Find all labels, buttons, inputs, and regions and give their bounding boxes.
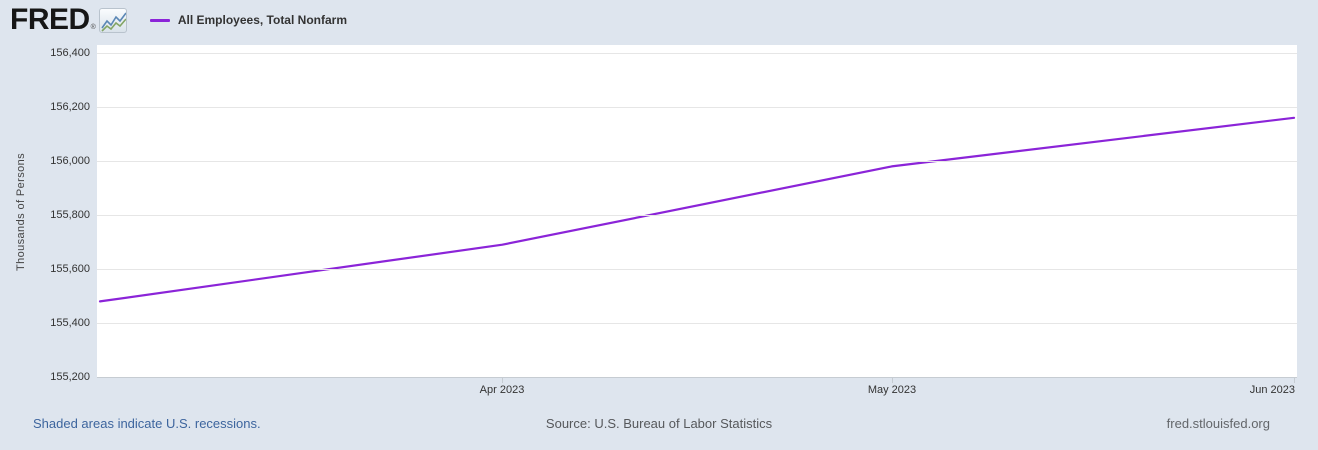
y-axis-tick-label: 155,400 [50,317,90,329]
fred-logo-chart-icon [98,7,127,33]
h-gridline [97,107,1297,108]
y-axis-tick-label: 155,200 [50,371,90,383]
x-axis-tick [502,377,503,383]
legend-line-marker [149,18,170,22]
fred-logo-text: FRED [10,3,90,36]
h-gridline [97,161,1297,162]
fred-site-link[interactable]: fred.stlouisfed.org [1166,416,1270,431]
y-axis-tick-label: 155,800 [50,209,90,221]
registered-trademark-symbol: ® [90,24,96,31]
y-axis-tick-label: 156,000 [50,155,90,167]
legend-series-label: All Employees, Total Nonfarm [177,13,347,27]
x-axis-line [97,377,1297,378]
chart-header: FRED ® All Employees, Total Nonfarm [0,0,1318,40]
plot-area[interactable] [97,45,1297,377]
series-line [98,116,1296,303]
recession-note-link[interactable]: Shaded areas indicate U.S. recessions. [33,416,261,431]
x-axis-tick [892,377,893,383]
fred-logo[interactable]: FRED ® [10,5,127,35]
x-axis-tick-label: Apr 2023 [479,384,525,396]
h-gridline [97,215,1297,216]
legend-item[interactable]: All Employees, Total Nonfarm [149,13,347,27]
x-axis-tick-label: Jun 2023 [1249,384,1295,396]
x-axis-tick [1294,377,1295,383]
h-gridline [97,323,1297,324]
h-gridline [97,53,1297,54]
y-axis-tick-label: 155,600 [50,263,90,275]
x-axis-tick-label: May 2023 [867,384,917,396]
h-gridline [97,269,1297,270]
y-axis-tick-label: 156,400 [50,47,90,59]
source-text: Source: U.S. Bureau of Labor Statistics [545,416,773,431]
y-axis-tick-label: 156,200 [50,101,90,113]
